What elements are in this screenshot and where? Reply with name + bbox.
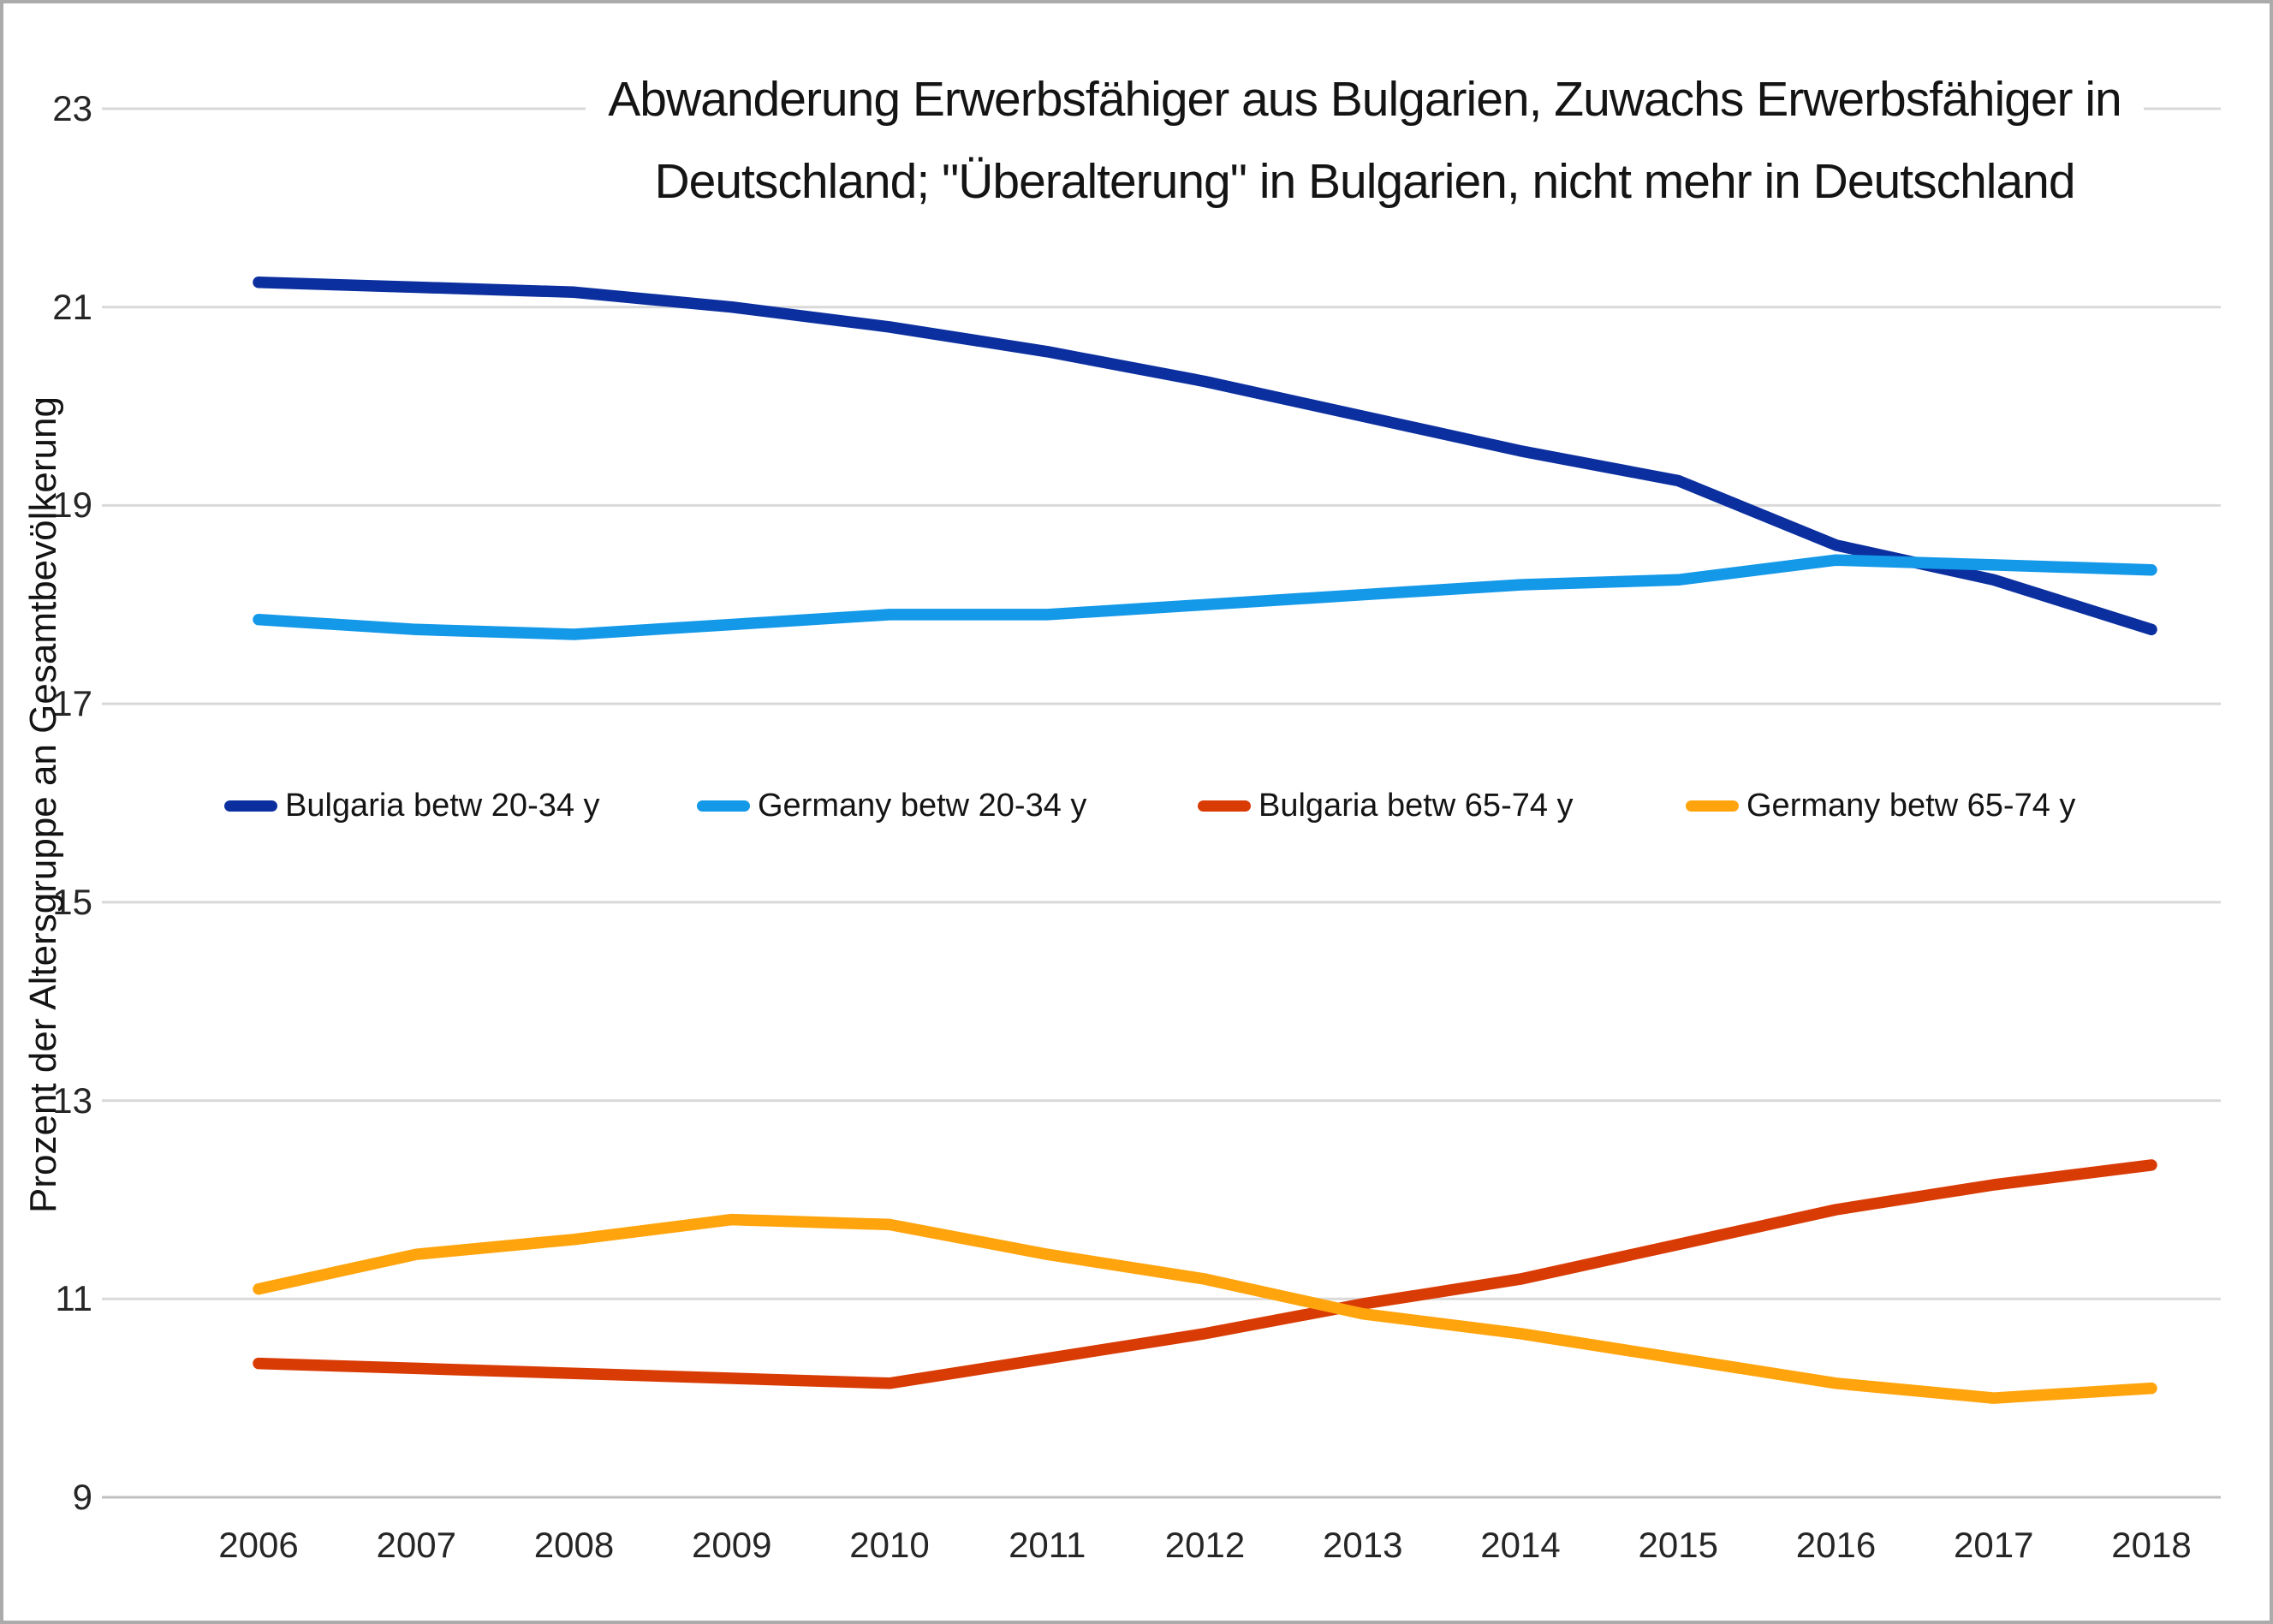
series-line-bulgaria-betw-20-34-y — [253, 277, 2157, 636]
y-tick-label-19: 19 — [52, 485, 92, 526]
legend-label: Bulgaria betw 20-34 y — [285, 787, 600, 824]
x-tick-label-2016: 2016 — [1795, 1525, 1877, 1565]
chart-title-line2: Deutschland; "Überalterung" in Bulgarien… — [654, 154, 2075, 209]
chart-title-line1: Abwanderung Erwerbsfähiger aus Bulgarien… — [608, 72, 2121, 127]
legend-label: Germany betw 65-74 y — [1746, 787, 2076, 824]
x-tick-label-2013: 2013 — [1323, 1525, 1403, 1565]
series-line-bulgaria-betw-65-74-y — [253, 1159, 2157, 1389]
legend-label: Bulgaria betw 65-74 y — [1258, 787, 1574, 824]
legend-item-bulgaria-betw-65-74-y: Bulgaria betw 65-74 y — [1198, 787, 1574, 824]
x-tick-label-2008: 2008 — [533, 1525, 615, 1565]
legend-label: Germany betw 20-34 y — [758, 787, 1087, 824]
y-tick-label-23: 23 — [52, 88, 92, 128]
y-tick-label-13: 13 — [52, 1080, 92, 1121]
legend-item-germany-betw-65-74-y: Germany betw 65-74 y — [1686, 787, 2075, 824]
y-axis-label: Prozent der Altersgruppe an Gesamtbevölk… — [22, 396, 64, 1213]
legend-item-germany-betw-20-34-y: Germany betw 20-34 y — [697, 787, 1086, 824]
x-tick-label-2010: 2010 — [849, 1525, 930, 1565]
x-tick-label-2018: 2018 — [2111, 1525, 2192, 1565]
y-tick-label-9: 9 — [72, 1477, 92, 1517]
y-tick-label-11: 11 — [55, 1278, 92, 1319]
x-tick-label-2007: 2007 — [376, 1525, 456, 1565]
y-tick-label-15: 15 — [52, 881, 92, 922]
legend-line-swatch-icon — [697, 800, 750, 812]
x-tick-label-2009: 2009 — [692, 1525, 772, 1565]
line-chart-svg — [102, 107, 2221, 1499]
legend-item-bulgaria-betw-20-34-y: Bulgaria betw 20-34 y — [224, 787, 600, 824]
x-tick-label-2015: 2015 — [1638, 1525, 1718, 1565]
x-tick-label-2011: 2011 — [1009, 1525, 1086, 1565]
series-line-germany-betw-65-74-y — [253, 1213, 2157, 1404]
y-tick-label-17: 17 — [52, 683, 92, 724]
series-line-germany-betw-20-34-y — [253, 554, 2157, 640]
x-tick-label-2012: 2012 — [1164, 1525, 1246, 1565]
legend-line-swatch-icon — [224, 800, 277, 812]
legend-line-swatch-icon — [1686, 800, 1739, 812]
chart-title: Abwanderung Erwerbsfähiger aus Bulgarien… — [453, 58, 2270, 223]
legend-line-swatch-icon — [1198, 800, 1251, 812]
y-tick-label-21: 21 — [52, 286, 92, 327]
x-tick-label-2017: 2017 — [1954, 1525, 2034, 1565]
x-tick-label-2014: 2014 — [1480, 1525, 1561, 1565]
x-tick-label-2006: 2006 — [218, 1525, 299, 1565]
